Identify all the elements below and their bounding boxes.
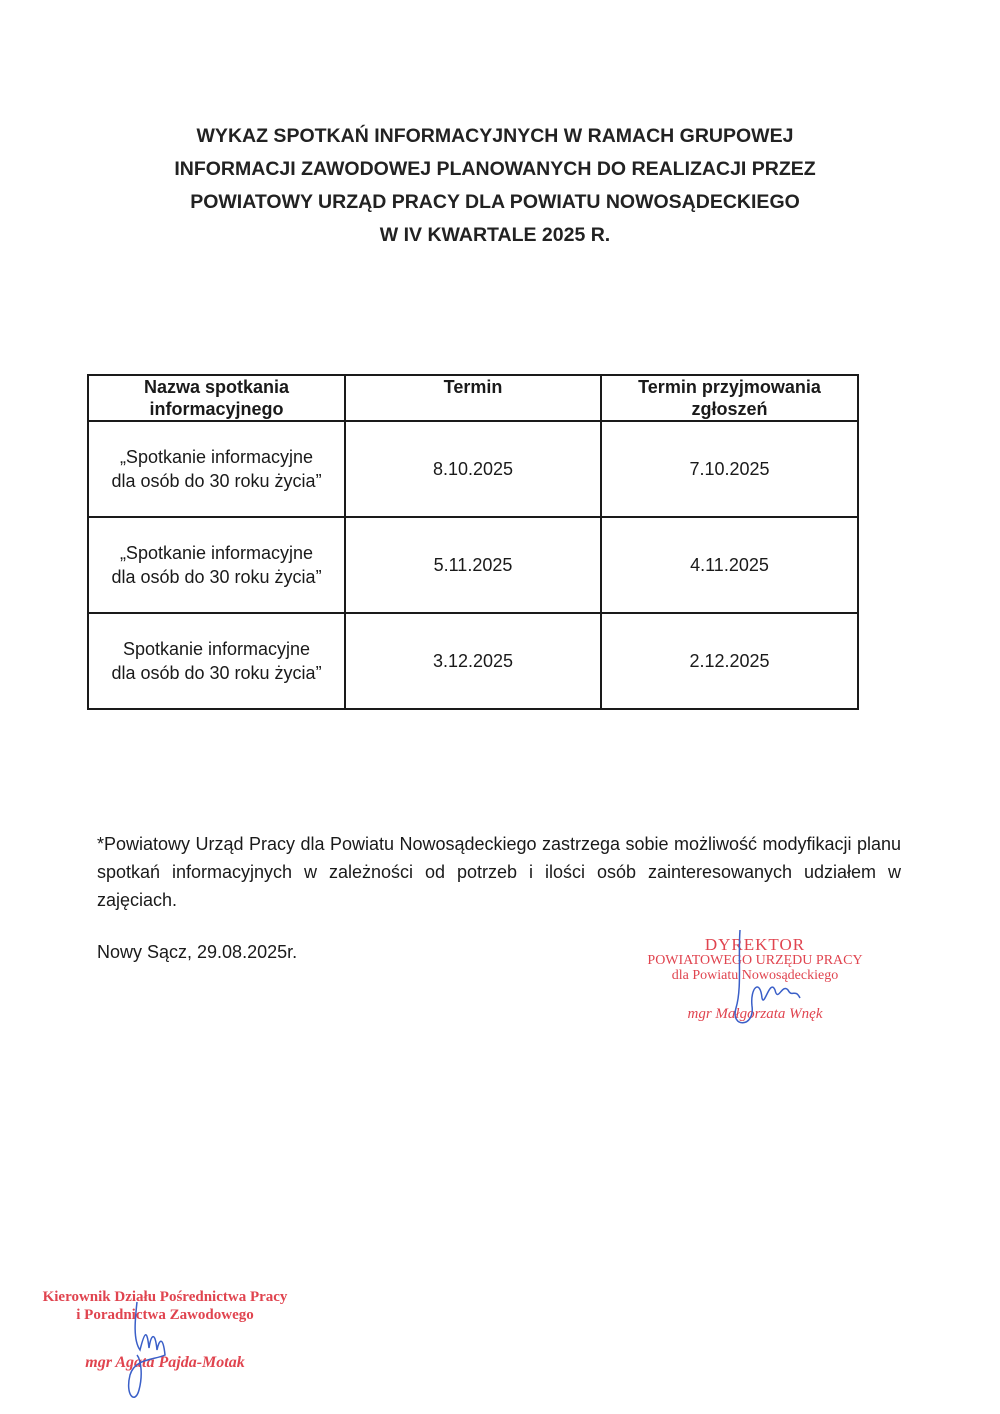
title-line: WYKAZ SPOTKAŃ INFORMACYJNYCH W RAMACH GR… [196, 125, 794, 147]
table-header-row: Nazwa spotkania informacyjnego Termin Te… [87, 374, 859, 422]
director-signature [734, 929, 801, 1024]
header-zgloszenia: Termin przyjmowania zgłoszeń [600, 374, 859, 422]
place-date: Nowy Sącz, 29.08.2025r. [97, 942, 298, 962]
stamp-line: POWIATOWEGO URZĘDU PRACY [647, 953, 863, 968]
title-line: INFORMACJI ZAWODOWEJ PLANOWANYCH DO REAL… [174, 158, 816, 180]
title-line: W IV KWARTALE 2025 R. [379, 224, 611, 246]
meeting-name: Spotkanie informacyjne dla osób do 30 rok… [87, 612, 346, 710]
application-date: 2.12.2025 [600, 612, 859, 710]
stamp-line: DYREKTOR [704, 935, 806, 954]
stamp-line: Kierownik Działu Pośrednictwa Pracy [42, 1289, 288, 1305]
header-name: Nazwa spotkania informacyjnego [87, 374, 346, 422]
meeting-date: 3.12.2025 [344, 612, 602, 710]
manager-stamp: Kierownik Działu Pośrednictwa Pracy i Po… [40, 1288, 290, 1372]
meeting-date: 8.10.2025 [344, 420, 602, 518]
footnote: *Powiatowy Urząd Pracy dla Powiatu Nowos… [97, 834, 901, 910]
application-date: 7.10.2025 [600, 420, 859, 518]
manager-signature [127, 1301, 166, 1398]
table-row: „Spotkanie informacyjne dla osób do 30 ro… [87, 420, 859, 518]
table-row: „Spotkanie informacyjne dla osób do 30 ro… [87, 516, 859, 614]
stamp-name: mgr Małgorzata Wnęk [687, 1006, 823, 1022]
title-line: POWIATOWY URZĄD PRACY DLA POWIATU NOWOSĄ… [190, 191, 800, 213]
meeting-name: „Spotkanie informacyjne dla osób do 30 ro… [87, 516, 346, 614]
meeting-name: „Spotkanie informacyjne dla osób do 30 ro… [87, 420, 346, 518]
application-date: 4.11.2025 [600, 516, 859, 614]
stamp-line: dla Powiatu Nowosądeckiego [671, 968, 839, 983]
header-termin: Termin [344, 374, 602, 422]
meetings-table: Nazwa spotkania informacyjnego Termin Te… [87, 374, 859, 710]
director-stamp: DYREKTOR POWIATOWEGO URZĘDU PRACY dla Po… [630, 936, 880, 1022]
meeting-date: 5.11.2025 [344, 516, 602, 614]
stamp-line: i Poradnictwa Zawodowego [76, 1307, 254, 1323]
table-row: Spotkanie informacyjne dla osób do 30 rok… [87, 612, 859, 710]
stamp-name: mgr Agata Pajda-Motak [85, 1354, 245, 1371]
document-title: WYKAZ SPOTKAŃ INFORMACYJNYCH W RAMACH GR… [60, 120, 930, 252]
